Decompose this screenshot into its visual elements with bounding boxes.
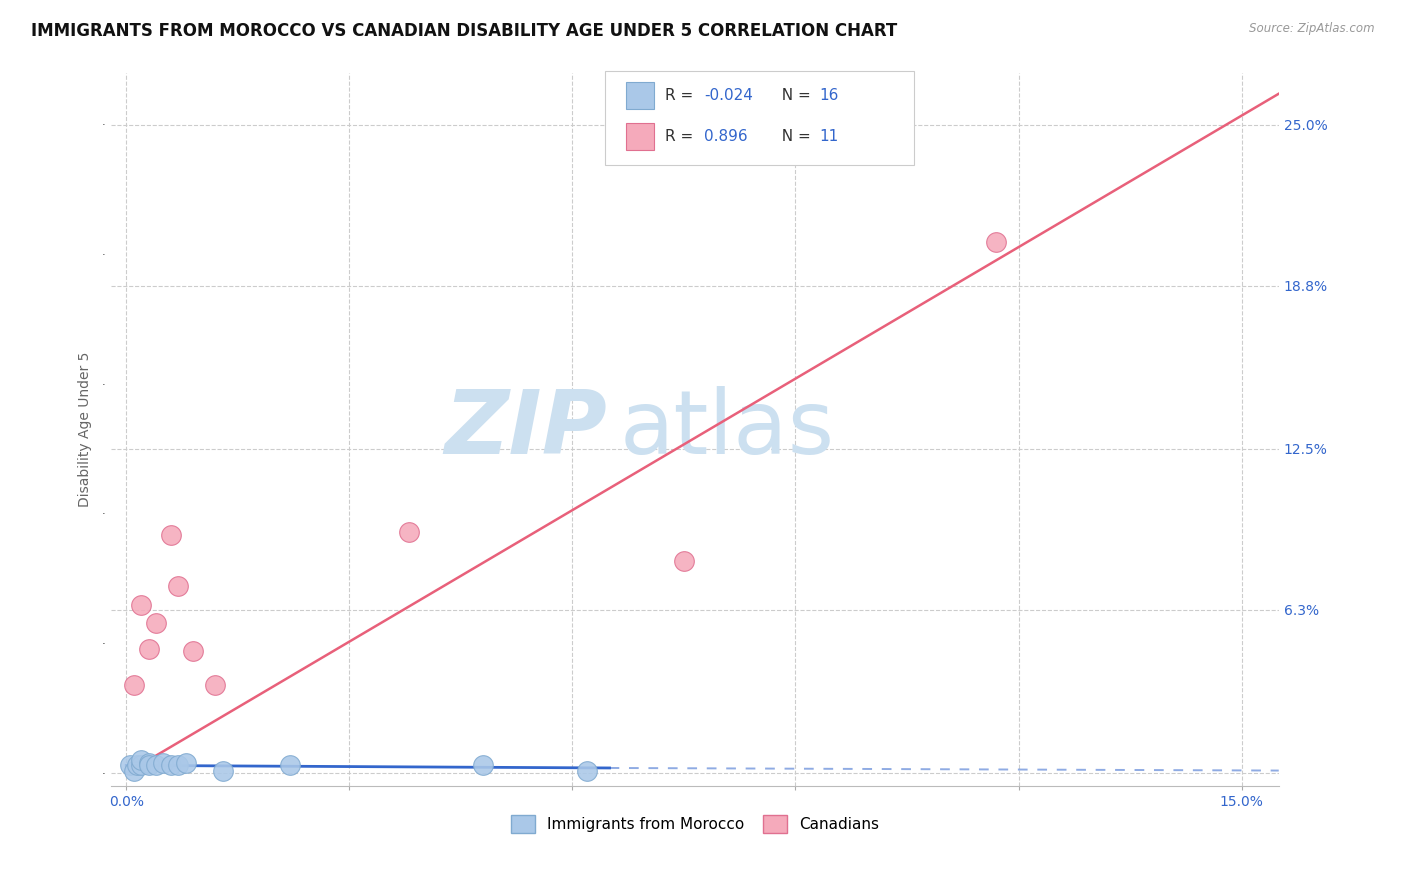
Point	[204, 678, 226, 692]
Point	[145, 758, 167, 772]
Point	[145, 615, 167, 630]
Text: 0.896: 0.896	[704, 129, 748, 144]
Point	[129, 598, 152, 612]
Point	[152, 756, 174, 770]
Point	[118, 758, 141, 772]
Text: 16: 16	[820, 88, 839, 103]
Text: atlas: atlas	[619, 386, 834, 473]
Text: Source: ZipAtlas.com: Source: ZipAtlas.com	[1250, 22, 1375, 36]
Point	[174, 756, 197, 770]
Text: 11: 11	[820, 129, 839, 144]
Text: IMMIGRANTS FROM MOROCCO VS CANADIAN DISABILITY AGE UNDER 5 CORRELATION CHART: IMMIGRANTS FROM MOROCCO VS CANADIAN DISA…	[31, 22, 897, 40]
Y-axis label: Disability Age Under 5: Disability Age Under 5	[79, 351, 93, 508]
Point	[167, 579, 190, 593]
Point	[129, 758, 152, 772]
Point	[212, 764, 235, 778]
Text: N =: N =	[772, 129, 815, 144]
Point	[127, 758, 149, 772]
Point	[278, 758, 301, 772]
Point	[122, 678, 145, 692]
Point	[167, 758, 190, 772]
Point	[138, 756, 160, 770]
Text: N =: N =	[772, 88, 815, 103]
Point	[160, 527, 183, 541]
Point	[576, 764, 599, 778]
Text: ZIP: ZIP	[444, 386, 607, 473]
Point	[986, 235, 1008, 249]
Legend: Immigrants from Morocco, Canadians: Immigrants from Morocco, Canadians	[505, 809, 886, 839]
Point	[129, 753, 152, 767]
Point	[181, 644, 204, 658]
Point	[138, 641, 160, 656]
Point	[138, 758, 160, 772]
Point	[160, 758, 183, 772]
Point	[472, 758, 495, 772]
Point	[672, 553, 695, 567]
Text: R =: R =	[665, 129, 699, 144]
Point	[398, 524, 420, 539]
Text: -0.024: -0.024	[704, 88, 754, 103]
Point	[122, 764, 145, 778]
Text: R =: R =	[665, 88, 699, 103]
